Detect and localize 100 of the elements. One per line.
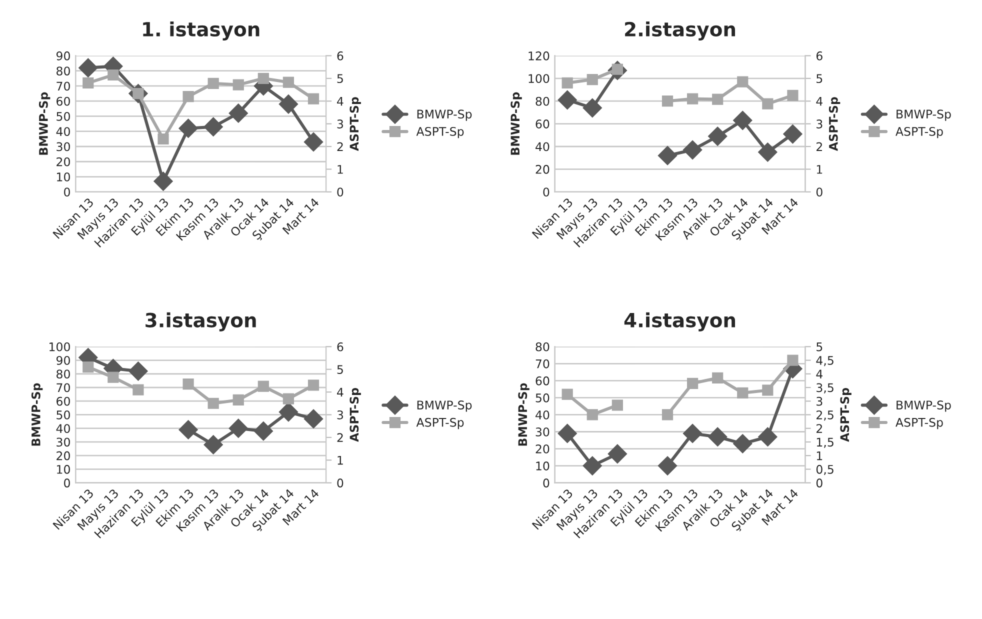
point xyxy=(586,74,598,86)
y2-tick-label: 1 xyxy=(338,165,343,174)
point xyxy=(762,384,774,396)
y2-tick-label: 2 xyxy=(337,142,343,151)
y2-tick-label: 0 xyxy=(816,478,822,488)
point xyxy=(108,69,119,81)
y2-tick-label: 2,5 xyxy=(816,410,834,421)
y-tick-label: 100 xyxy=(528,74,550,84)
point xyxy=(758,142,778,162)
legend-label: BMWP-Sp xyxy=(896,110,951,121)
point xyxy=(733,434,752,454)
point xyxy=(658,146,678,166)
y-tick-label: 90 xyxy=(56,51,70,60)
y2-tick-label: 3 xyxy=(816,396,822,406)
y-tick-label: 120 xyxy=(528,51,550,60)
point xyxy=(658,456,678,476)
y-tick-label: 60 xyxy=(536,120,550,128)
point xyxy=(308,93,320,104)
y2-tick-label: 6 xyxy=(337,342,344,352)
point xyxy=(683,424,702,443)
y-tick-label: 30 xyxy=(56,142,70,152)
point xyxy=(708,126,728,146)
legend-label: ASPT-Sp xyxy=(896,126,943,138)
legend-label: ASPT-Sp xyxy=(416,418,464,430)
point xyxy=(558,424,577,443)
y-tick-label: 80 xyxy=(56,370,70,379)
point xyxy=(737,76,748,88)
point xyxy=(258,380,269,392)
y2-tick-label: 4,5 xyxy=(816,356,834,366)
point xyxy=(662,96,674,107)
y2-tick-label: 5 xyxy=(337,365,343,374)
point xyxy=(558,90,577,110)
y2-axis-title: ASPT-Sp xyxy=(828,97,840,151)
chart-title: 3.istasyon xyxy=(146,312,256,332)
y-tick-label: 30 xyxy=(536,427,550,436)
legend-label: ASPT-Sp xyxy=(896,418,943,430)
point xyxy=(132,384,144,396)
point xyxy=(182,91,194,102)
y2-tick-label: 2 xyxy=(816,142,822,151)
point xyxy=(608,444,627,464)
point xyxy=(82,77,94,88)
point xyxy=(582,98,602,118)
y-tick-label: 100 xyxy=(50,342,70,352)
point xyxy=(662,409,674,420)
y-tick-label: 70 xyxy=(536,359,550,368)
y-tick-label: 10 xyxy=(57,172,70,182)
point xyxy=(712,372,724,384)
point xyxy=(612,400,623,411)
point xyxy=(712,94,724,105)
point xyxy=(582,456,602,476)
y2-tick-label: 0 xyxy=(337,188,344,197)
point xyxy=(254,422,273,441)
y-tick-label: 60 xyxy=(56,96,70,106)
y2-tick-label: 0,5 xyxy=(816,464,834,476)
point xyxy=(158,133,169,145)
y-tick-label: 60 xyxy=(536,376,550,386)
y2-tick-label: 2 xyxy=(816,424,822,433)
point xyxy=(108,372,119,383)
y-tick-label: 40 xyxy=(536,142,550,152)
y2-tick-label: 5 xyxy=(337,74,343,84)
point xyxy=(178,420,198,440)
y2-tick-label: 6 xyxy=(337,51,344,60)
point xyxy=(182,378,194,390)
y-tick-label: 40 xyxy=(56,424,70,433)
point xyxy=(783,124,802,144)
y2-tick-label: 2 xyxy=(337,433,343,442)
y-tick-label: 20 xyxy=(56,157,70,166)
y-tick-label: 20 xyxy=(56,451,70,460)
point xyxy=(278,402,298,422)
y-tick-label: 70 xyxy=(56,82,70,91)
y-axis-title: BMWP-Sp xyxy=(31,383,43,446)
point xyxy=(82,362,94,373)
point xyxy=(204,435,223,454)
point xyxy=(758,427,778,446)
y2-tick-label: 0 xyxy=(816,188,822,197)
point xyxy=(282,76,294,88)
y-tick-label: 0 xyxy=(64,188,70,197)
y2-tick-label: 1 xyxy=(816,451,822,460)
y-tick-label: 50 xyxy=(56,112,70,121)
y-tick-label: 0 xyxy=(543,188,550,197)
y-axis-title: BMWP-Sp xyxy=(518,383,530,446)
y-tick-label: 60 xyxy=(56,396,70,406)
y2-tick-label: 1 xyxy=(816,165,822,174)
y2-tick-label: 0 xyxy=(337,478,344,488)
y2-axis-title: ASPT-Sp xyxy=(840,388,852,442)
point xyxy=(178,118,198,138)
legend-label: ASPT-Sp xyxy=(416,126,464,138)
y2-tick-label: 3 xyxy=(337,120,344,128)
y-tick-label: 50 xyxy=(56,410,70,420)
chart-title: 4.istasyon xyxy=(624,312,736,332)
y2-tick-label: 6 xyxy=(816,51,822,60)
legend-label: BMWP-Sp xyxy=(417,400,472,412)
point xyxy=(258,72,269,84)
y-tick-label: 80 xyxy=(536,96,550,106)
point xyxy=(683,140,702,160)
y-axis-title: BMWP-Sp xyxy=(38,92,50,155)
y-tick-label: 30 xyxy=(56,438,70,447)
y2-tick-label: 3 xyxy=(816,120,822,128)
point xyxy=(154,172,173,191)
point xyxy=(278,94,298,114)
